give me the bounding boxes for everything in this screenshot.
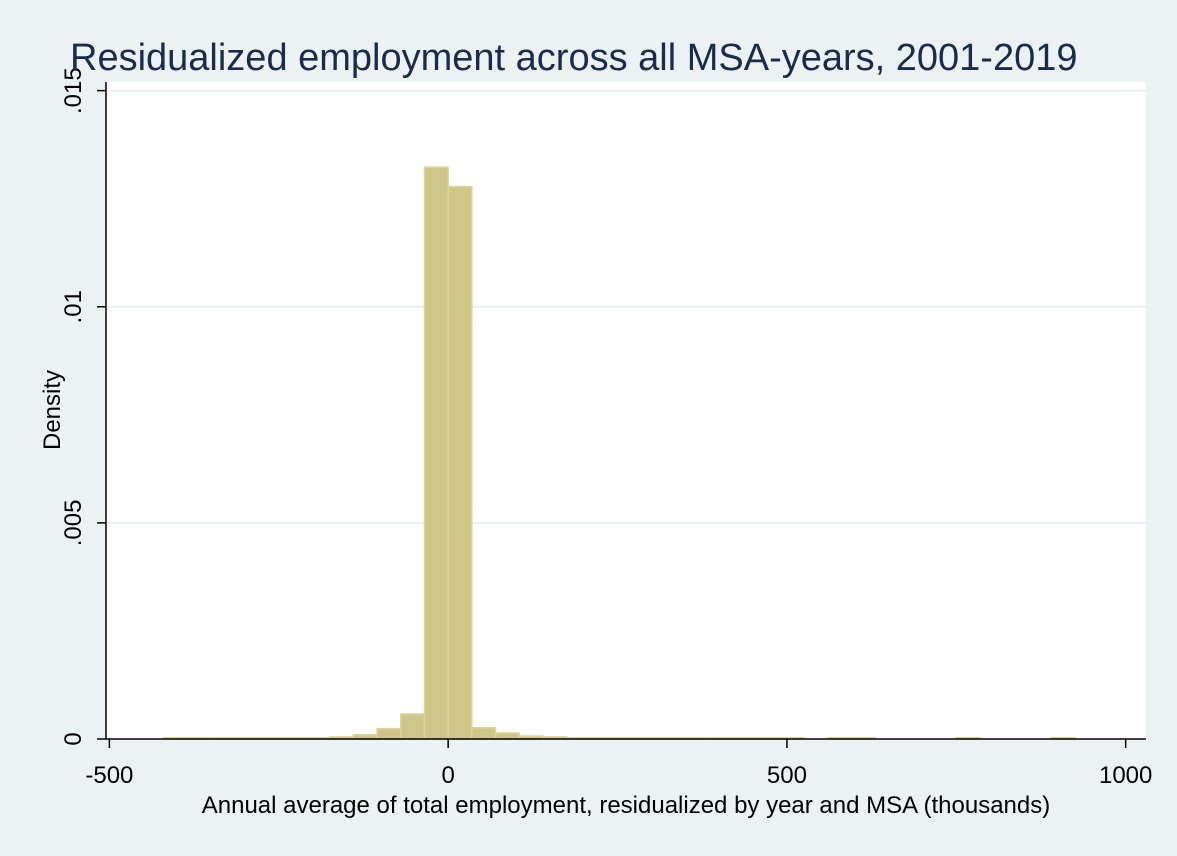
plot-area xyxy=(106,82,1146,739)
x-tick-label-2: 500 xyxy=(767,762,807,789)
y-axis-ticks: 0 .005 .01 .015 xyxy=(60,67,106,746)
x-axis-label: Annual average of total employment, resi… xyxy=(202,792,1050,819)
y-tick-label-3: .015 xyxy=(60,67,87,114)
histogram-bar-13 xyxy=(471,727,497,740)
histogram-bar-10 xyxy=(399,713,426,740)
x-tick-label-0: -500 xyxy=(85,762,133,789)
chart-title: Residualized employment across all MSA-y… xyxy=(70,37,1077,79)
histogram-bar-12 xyxy=(447,185,473,740)
histogram-bar-11 xyxy=(423,166,449,740)
y-tick-label-0: 0 xyxy=(60,732,87,745)
x-tick-label-1: 0 xyxy=(441,762,454,789)
y-axis-label: Density xyxy=(39,370,66,450)
histogram-bar-9 xyxy=(376,727,402,740)
axes xyxy=(105,82,1146,740)
histogram-bars xyxy=(162,166,1076,740)
y-tick-label-2: .01 xyxy=(60,290,87,323)
x-tick-label-3: 1000 xyxy=(1099,762,1152,789)
grid-lines xyxy=(106,89,1146,524)
y-tick-label-1: .005 xyxy=(60,500,87,547)
x-axis-ticks: -500 0 500 1000 xyxy=(85,739,1152,789)
histogram-bar-14 xyxy=(494,732,521,740)
